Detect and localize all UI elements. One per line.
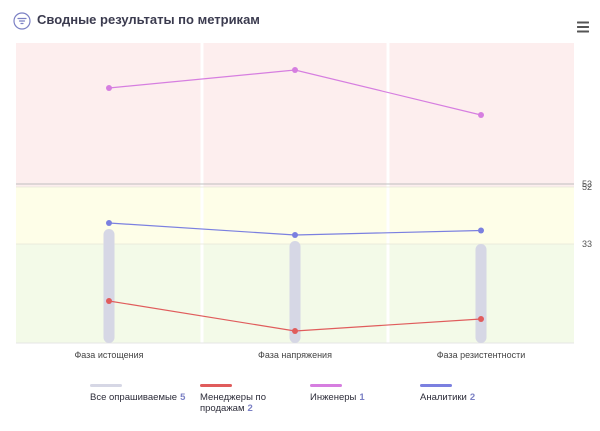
chart-header: Сводные результаты по метрикам bbox=[0, 0, 600, 40]
x-tick-label: Фаза напряжения bbox=[258, 350, 332, 360]
bar-all-respondents-1 bbox=[103, 229, 115, 343]
legend-swatch bbox=[90, 384, 122, 387]
legend-count: 2 bbox=[247, 403, 253, 414]
legend-text: Аналитики 2 bbox=[420, 392, 475, 403]
legend-text: Инженеры 1 bbox=[310, 392, 365, 403]
series-1-point-1 bbox=[106, 298, 112, 304]
chart-legend: Все опрашиваемые 5 Менеджеры по продажам 2 И… bbox=[0, 380, 600, 430]
y-tick-label: 53 bbox=[582, 179, 592, 189]
legend-swatch bbox=[310, 384, 342, 387]
x-tick-label: Фаза резистентности bbox=[437, 350, 526, 360]
x-tick-label: Фаза истощения bbox=[74, 350, 143, 360]
legend-swatch bbox=[420, 384, 452, 387]
legend-label: Все опрашиваемые bbox=[90, 392, 178, 403]
zone-band-3-2 bbox=[389, 187, 574, 244]
series-3-point-3 bbox=[478, 227, 484, 234]
legend-label: Менеджеры по продажам bbox=[200, 392, 266, 414]
series-2-point-3 bbox=[478, 112, 484, 118]
legend-count: 2 bbox=[469, 392, 476, 403]
zone-band-2-3 bbox=[203, 43, 387, 187]
chart-title: Сводные результаты по метрикам bbox=[37, 12, 260, 27]
legend-label: Инженеры bbox=[310, 392, 357, 403]
series-1-point-3 bbox=[478, 316, 484, 322]
legend-label: Аналитики bbox=[420, 392, 467, 403]
legend-text: Менеджеры по продажам 2 bbox=[200, 392, 300, 414]
series-3-point-2 bbox=[292, 232, 298, 238]
y-tick-label: 52 bbox=[582, 182, 592, 192]
series-2-point-2 bbox=[292, 67, 298, 73]
legend-count: 1 bbox=[359, 392, 365, 403]
bar-all-respondents-3 bbox=[475, 244, 487, 343]
zone-band-1-3 bbox=[16, 43, 201, 187]
filter-icon[interactable] bbox=[13, 12, 31, 30]
hamburger-menu-icon[interactable] bbox=[576, 20, 590, 34]
series-2-point-1 bbox=[106, 85, 112, 91]
legend-count: 5 bbox=[180, 392, 186, 403]
legend-text: Все опрашиваемые 5 bbox=[90, 392, 185, 403]
bar-all-respondents-2 bbox=[289, 241, 301, 343]
y-tick-label: 33 bbox=[582, 239, 592, 249]
legend-swatch bbox=[200, 384, 232, 387]
series-3-point-1 bbox=[106, 220, 112, 226]
series-1-point-2 bbox=[292, 328, 298, 334]
